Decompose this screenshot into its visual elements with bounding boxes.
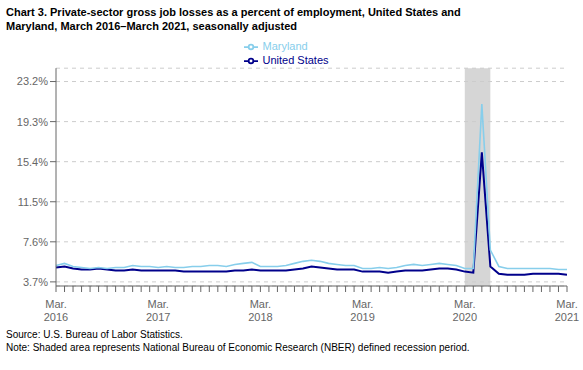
html-text:Note: Shaded area represents N: Note: Shaded area represents National Bu…	[6, 342, 470, 353]
svg-text:11.5%: 11.5%	[18, 196, 49, 208]
svg-text:3.7%: 3.7%	[23, 276, 48, 288]
svg-text:Mar.2018: Mar.2018	[248, 298, 272, 323]
svg-text:Mar.2020: Mar.2020	[453, 298, 477, 323]
svg-text:Mar.2016: Mar.2016	[44, 298, 68, 323]
svg-text:19.3%: 19.3%	[17, 116, 48, 128]
svg-text:Mar.2019: Mar.2019	[350, 298, 374, 323]
html-text:Maryland: Maryland	[262, 40, 308, 52]
svg-text:15.4%: 15.4%	[17, 156, 48, 168]
svg-text:23.2%: 23.2%	[17, 75, 48, 87]
svg-text:Mar.2021: Mar.2021	[555, 298, 579, 323]
html-text:Chart 3. Private-sector gross: Chart 3. Private-sector gross job losses…	[6, 6, 461, 32]
svg-text:7.6%: 7.6%	[23, 236, 48, 248]
svg-text:Mar.2017: Mar.2017	[146, 298, 170, 323]
html-text:United States: United States	[262, 54, 329, 67]
html-text:Source: U.S. Bureau of Labor S: Source: U.S. Bureau of Labor Statistics.	[6, 329, 183, 340]
